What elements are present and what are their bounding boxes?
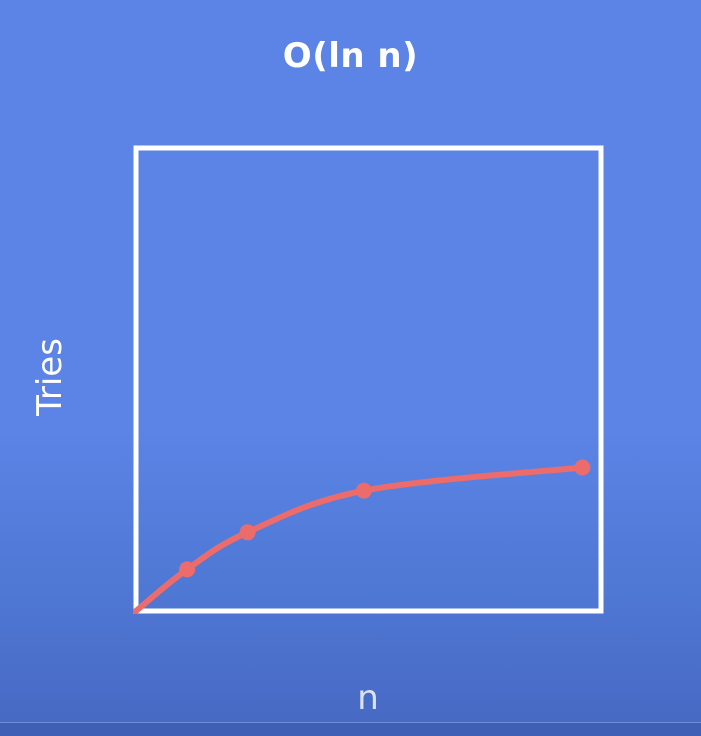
bottom-strip bbox=[0, 722, 701, 736]
series-line bbox=[133, 464, 586, 614]
data-point bbox=[239, 524, 256, 541]
data-point bbox=[355, 482, 372, 499]
chart-title: O(ln n) bbox=[282, 36, 419, 76]
x-axis-label: n bbox=[357, 678, 379, 718]
data-point bbox=[179, 561, 196, 578]
data-point bbox=[574, 459, 591, 476]
plot-frame bbox=[133, 145, 604, 614]
